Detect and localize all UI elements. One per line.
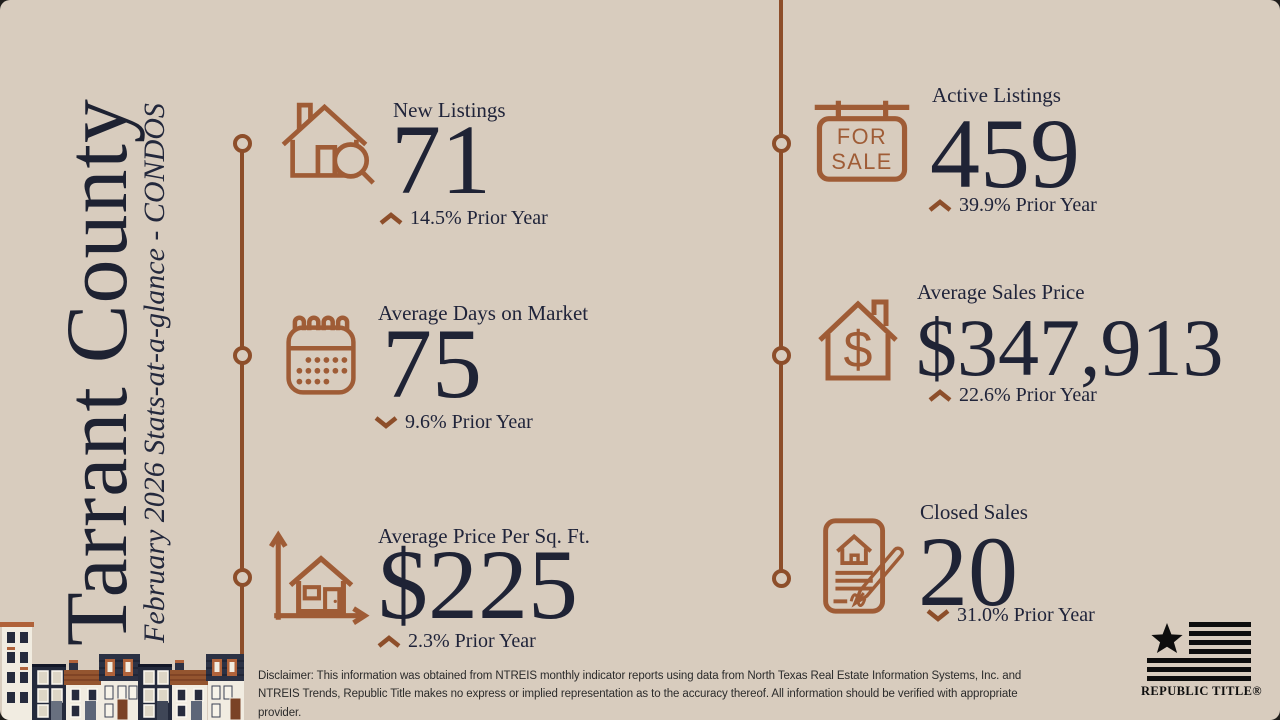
for-sale-text-line1: FOR [837,124,887,149]
timeline-left-line [240,143,244,720]
stat-value: 75 [382,308,482,419]
calendar-icon [276,306,366,405]
republic-title-wordmark: REPUBLIC TITLE® [1141,684,1263,698]
trend-down-icon [374,416,398,429]
stat-value: 459 [930,98,1080,209]
dollar-sign-glyph: $ [844,321,873,379]
trend-down-icon [926,609,950,622]
timeline-node [233,346,252,365]
stat-value: $225 [378,529,578,640]
stat-change-text: 9.6% Prior Year [405,411,533,433]
trend-up-icon [377,635,401,648]
stat-label: Average Days on Market [378,301,589,325]
trend-up-icon [379,212,403,225]
stat-change: 14.5% Prior Year [379,207,548,230]
house-search-icon [272,92,377,197]
stat-value: 71 [391,104,491,215]
for-sale-sign-icon: FOR SALE [810,92,914,187]
stat-value: 20 [918,516,1018,627]
stat-change-text: 22.6% Prior Year [959,384,1097,406]
page-title: Tarrant County [49,98,146,646]
stat-change: 22.6% Prior Year [928,384,1097,407]
townhouses-illustration [0,620,244,720]
timeline-node [233,134,252,153]
trend-up-icon [928,199,952,212]
contract-pen-icon [806,510,914,622]
stat-label: Active Listings [932,83,1061,107]
for-sale-text-line2: SALE [831,149,892,174]
stat-change: 2.3% Prior Year [377,630,536,653]
star-icon [1151,623,1183,653]
house-chart-icon [264,522,376,634]
stat-label: Average Sales Price [917,280,1085,304]
stat-change: 9.6% Prior Year [374,411,533,434]
disclaimer-text: Disclaimer: This information was obtaine… [258,670,1022,719]
stat-change-text: 39.9% Prior Year [959,194,1097,216]
stat-change-text: 31.0% Prior Year [957,604,1095,626]
house-dollar-icon: $ [808,288,908,388]
timeline-node [233,568,252,587]
stat-value: $347,913 [916,302,1224,393]
timeline-node [772,569,791,588]
timeline-node [772,346,791,365]
stat-label: Closed Sales [920,500,1028,524]
timeline-right-line [779,0,783,578]
timeline-node [772,134,791,153]
stat-label: New Listings [393,98,506,122]
stat-change: 31.0% Prior Year [926,604,1095,627]
trend-up-icon [928,389,952,402]
stat-change: 39.9% Prior Year [928,194,1097,217]
stat-label: Average Price Per Sq. Ft. [378,524,590,548]
republic-title-logo [1146,622,1256,689]
stat-change-text: 2.3% Prior Year [408,630,536,652]
stat-change-text: 14.5% Prior Year [410,207,548,229]
page-subtitle: February 2026 Stats-at-a-glance - CONDOS [138,103,171,643]
